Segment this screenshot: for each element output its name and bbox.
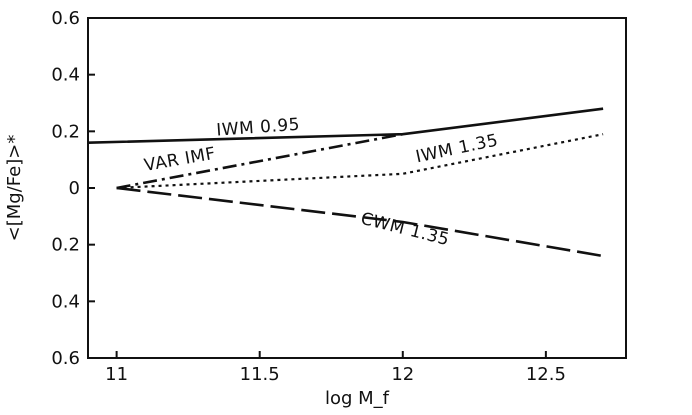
series-layer xyxy=(87,107,604,258)
plot-frame xyxy=(87,17,627,359)
y-tick-label: 0.4 xyxy=(51,65,80,86)
x-axis-label: log M_f xyxy=(325,388,390,409)
y-tick-label: 0.6 xyxy=(51,8,80,29)
x-tick-label: 12.5 xyxy=(526,364,566,385)
series-label-iwm-1-35: IWM 1.35 xyxy=(414,130,500,167)
y-tick-label: 0.2 xyxy=(51,235,80,256)
x-tick-label: 11.5 xyxy=(240,364,280,385)
series-line-var-imf xyxy=(116,132,404,190)
y-tick-label: 0 xyxy=(69,178,80,199)
series-line-iwm-1-35 xyxy=(116,133,604,190)
y-tick-label: 0.2 xyxy=(51,121,80,142)
series-line-cwm-1-35 xyxy=(116,186,604,258)
y-tick-label: 0.6 xyxy=(51,348,80,369)
series-label-cwm-1-35: CWM 1.35 xyxy=(359,209,452,250)
x-tick-label: 12 xyxy=(391,364,414,385)
series-line-iwm-0-95 xyxy=(87,107,604,144)
x-tick-label: 11 xyxy=(105,364,128,385)
ticks-layer: 11 11.5 12 12.5 0.6 0.4 0.2 0 0.2 0.4 0.6 xyxy=(51,8,566,385)
y-tick-label: 0.4 xyxy=(51,291,80,312)
y-axis-label: <[Mg/Fe]>* xyxy=(4,135,25,242)
